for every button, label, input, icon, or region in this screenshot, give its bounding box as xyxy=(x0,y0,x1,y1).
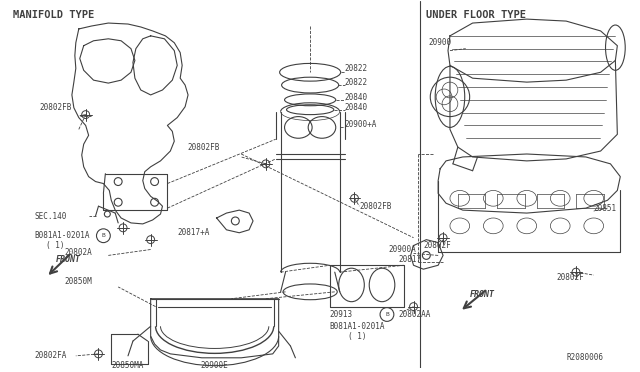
Text: UNDER FLOOR TYPE: UNDER FLOOR TYPE xyxy=(426,10,526,20)
Text: R2080006: R2080006 xyxy=(566,353,603,362)
Text: 20802FB: 20802FB xyxy=(40,103,72,112)
Text: 20850M: 20850M xyxy=(64,278,92,286)
Text: 20802F: 20802F xyxy=(556,273,584,282)
Text: 20802A: 20802A xyxy=(64,248,92,257)
Text: ( 1): ( 1) xyxy=(348,332,366,341)
Text: 20851: 20851 xyxy=(594,203,617,213)
Text: 20822: 20822 xyxy=(344,78,368,87)
Text: B: B xyxy=(102,233,105,238)
Text: FRONT: FRONT xyxy=(470,290,495,299)
Text: 20817: 20817 xyxy=(399,255,422,264)
Text: FRONT: FRONT xyxy=(56,255,81,264)
Text: 20822: 20822 xyxy=(344,64,368,73)
Text: ( 1): ( 1) xyxy=(46,241,65,250)
Text: 20840: 20840 xyxy=(344,103,368,112)
Text: B: B xyxy=(385,312,389,317)
Text: 20802FB: 20802FB xyxy=(187,142,220,152)
Text: 20900: 20900 xyxy=(428,38,451,47)
Text: 20802F: 20802F xyxy=(424,241,451,250)
Text: SEC.140: SEC.140 xyxy=(35,212,67,221)
Text: 20900E: 20900E xyxy=(201,361,228,370)
Text: 20802AA: 20802AA xyxy=(399,310,431,319)
Text: 20850MA: 20850MA xyxy=(111,361,143,370)
Text: B081A1-0201A: B081A1-0201A xyxy=(330,322,385,331)
Text: 20802FA: 20802FA xyxy=(35,351,67,360)
Text: 20840: 20840 xyxy=(344,93,368,102)
Text: 20817+A: 20817+A xyxy=(177,228,210,237)
Text: MANIFOLD TYPE: MANIFOLD TYPE xyxy=(13,10,94,20)
Text: 20900+A: 20900+A xyxy=(344,120,377,129)
Text: 20913: 20913 xyxy=(330,310,353,319)
Text: 20802FB: 20802FB xyxy=(360,202,392,211)
Text: 20900A: 20900A xyxy=(389,245,417,254)
Text: B081A1-0201A: B081A1-0201A xyxy=(35,231,90,240)
